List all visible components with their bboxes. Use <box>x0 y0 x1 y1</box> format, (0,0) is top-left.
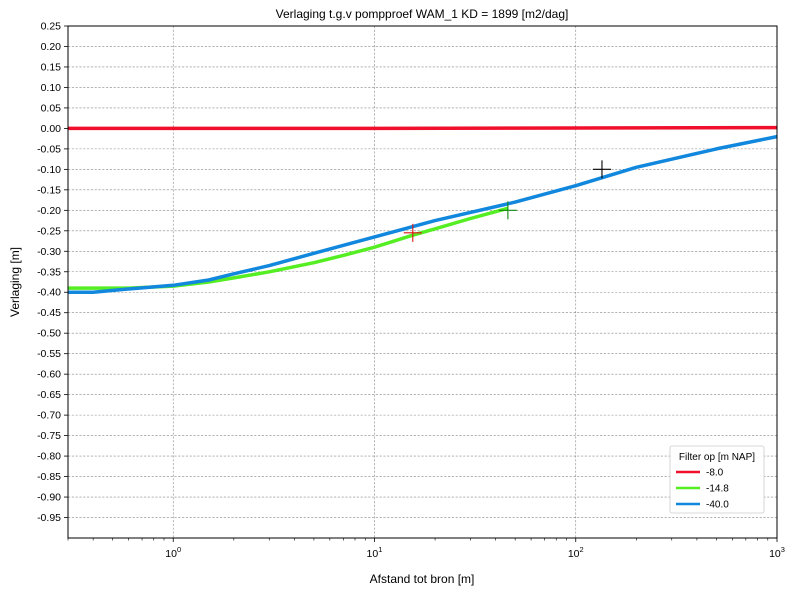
y-tick-label: 0.00 <box>41 123 62 135</box>
y-axis: 0.25 0.20 0.15 0.10 0.05 0.00 -0.05 -0.10 -0.15 -… <box>37 21 68 524</box>
legend-entry-label: -40.0 <box>706 500 729 511</box>
x-axis-label: Afstand tot bron [m] <box>370 572 475 586</box>
y-tick-label: 0.15 <box>41 61 62 73</box>
x-tick-label: 103 <box>769 545 785 560</box>
plus-marker <box>498 201 517 220</box>
plus-marker <box>403 223 422 242</box>
y-tick-label: -0.50 <box>37 328 61 340</box>
legend: Filter op [m NAP] -8.0 -14.8 -40.0 <box>669 445 765 514</box>
y-tick-label: -0.05 <box>37 143 61 155</box>
y-tick-label: -0.30 <box>37 246 61 258</box>
y-tick-label: -0.65 <box>37 389 61 401</box>
x-tick-label: 102 <box>568 545 584 560</box>
y-tick-label: -0.95 <box>37 512 61 524</box>
y-tick-label: -0.15 <box>37 184 61 196</box>
y-tick-label: -0.40 <box>37 287 61 299</box>
y-tick-label: -0.20 <box>37 205 61 217</box>
y-tick-label: 0.20 <box>41 41 62 53</box>
y-tick-label: -0.10 <box>37 164 61 176</box>
y-tick-label: -0.75 <box>37 430 61 442</box>
y-tick-label: 0.10 <box>41 82 62 94</box>
series-layer <box>68 125 778 294</box>
x-tick-label: 100 <box>165 545 181 560</box>
y-tick-label: -0.35 <box>37 266 61 278</box>
y-tick-label: 0.25 <box>41 21 62 33</box>
plot-frame <box>67 25 778 539</box>
x-tick-label: 101 <box>367 545 383 560</box>
legend-title: Filter op [m NAP] <box>679 452 755 463</box>
series-line <box>68 125 778 131</box>
legend-entry-label: -8.0 <box>706 468 724 479</box>
plus-marker <box>592 160 611 179</box>
legend-box <box>669 445 765 514</box>
y-tick-label: -0.80 <box>37 451 61 463</box>
y-tick-label: -0.55 <box>37 348 61 360</box>
y-axis-label: Verlaging [m] <box>8 247 22 317</box>
x-axis: 100 101 102 103 <box>67 538 785 560</box>
y-tick-label: -0.60 <box>37 369 61 381</box>
y-tick-label: 0.05 <box>41 102 62 114</box>
y-tick-label: -0.85 <box>37 471 61 483</box>
legend-entry-label: -14.8 <box>706 484 729 495</box>
y-tick-label: -0.45 <box>37 307 61 319</box>
series-line <box>68 134 778 294</box>
y-tick-label: -0.90 <box>37 492 61 504</box>
chart-title: Verlaging t.g.v pompproef WAM_1 KD = 189… <box>276 7 569 21</box>
y-tick-label: -0.25 <box>37 225 61 237</box>
y-tick-label: -0.70 <box>37 410 61 422</box>
marker-layer <box>403 160 611 242</box>
